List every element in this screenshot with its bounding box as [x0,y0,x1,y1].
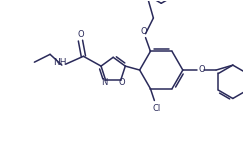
Text: Cl: Cl [152,104,160,113]
Text: O: O [198,65,205,74]
Text: O: O [77,30,84,39]
Text: O: O [140,27,147,36]
Text: NH: NH [53,58,67,67]
Text: O: O [118,78,125,87]
Text: N: N [101,78,108,87]
